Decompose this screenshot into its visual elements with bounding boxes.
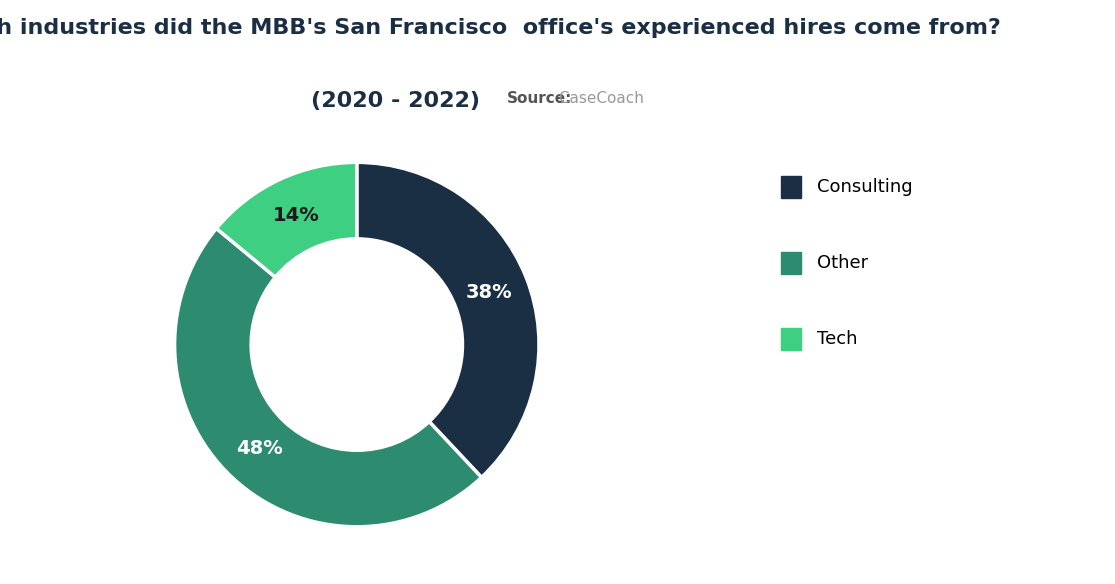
Text: Other: Other <box>817 254 869 272</box>
Text: Consulting: Consulting <box>817 178 913 196</box>
Text: 38%: 38% <box>466 283 512 302</box>
Text: Tech: Tech <box>817 330 857 347</box>
Text: 48%: 48% <box>236 439 283 458</box>
Wedge shape <box>357 162 539 477</box>
Wedge shape <box>175 228 482 527</box>
Text: Source:: Source: <box>507 91 573 106</box>
Text: CaseCoach: CaseCoach <box>554 91 644 106</box>
Text: Which industries did the MBB's San Francisco  office's experienced hires come fr: Which industries did the MBB's San Franc… <box>0 18 1001 37</box>
Text: (2020 - 2022): (2020 - 2022) <box>311 91 481 110</box>
Text: 14%: 14% <box>273 207 320 225</box>
Wedge shape <box>216 162 357 277</box>
